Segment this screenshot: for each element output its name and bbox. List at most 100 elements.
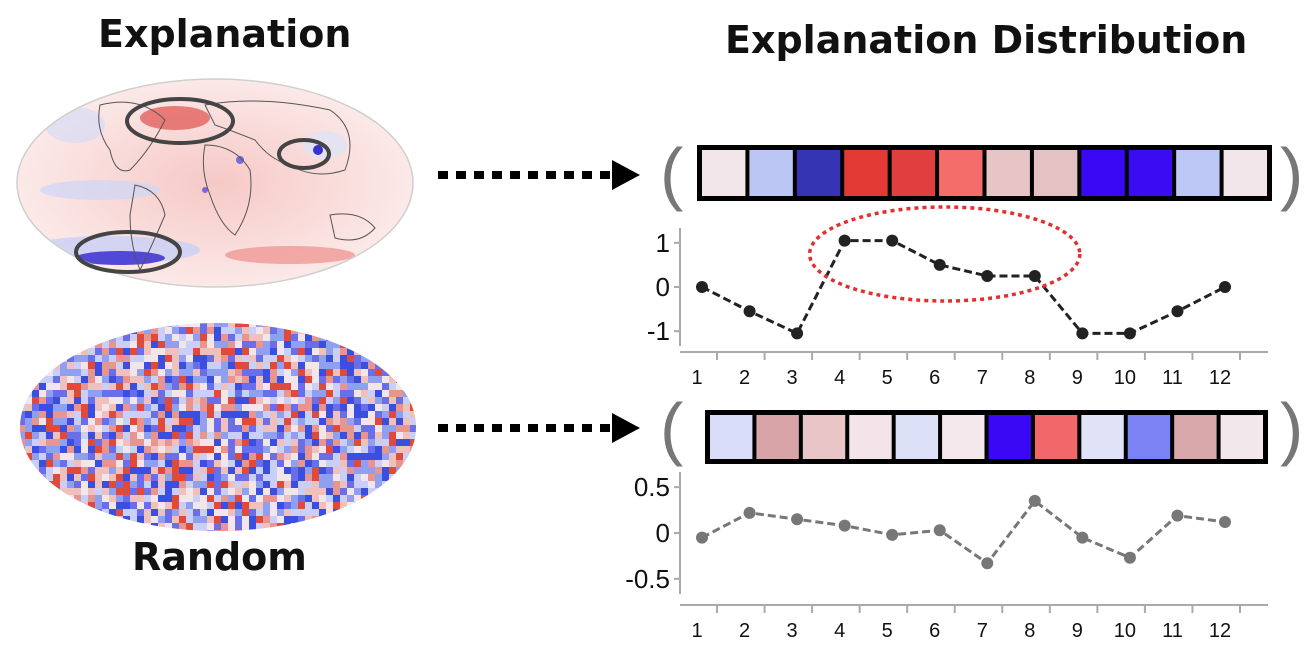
random-vector-cell [1034,415,1078,459]
x-tick-label: 9 [1072,367,1083,389]
random-vector-cell [849,415,892,459]
random-world-map [20,323,416,531]
data-point [1123,551,1136,564]
data-point [1028,494,1041,507]
y-tick-label: -1 [647,316,670,346]
explanation-vector-cell [1223,150,1267,196]
x-tick-label: 10 [1114,620,1136,642]
data-point [1171,509,1184,522]
x-tick-label: 12 [1209,367,1231,389]
series-line [701,239,1226,336]
paren-close-top: ) [1280,134,1303,212]
explanation-vector-cell [844,150,888,196]
explanation-heading: Explanation [98,12,352,56]
data-point [838,519,851,532]
x-tick-label: 12 [1209,620,1231,642]
random-vector-cell [1081,415,1124,459]
data-point [743,506,756,519]
data-point [696,281,708,293]
random-vector-cell [802,415,846,459]
distribution-heading: Explanation Distribution [725,18,1248,62]
explanation-vector-cell [891,150,936,196]
paren-open-top: ( [660,134,683,212]
paren-close-bottom: ) [1280,389,1303,467]
random-vector-cell [1220,415,1263,459]
paren-open-bottom: ( [660,389,683,467]
y-tick-label: 0.5 [634,472,670,502]
explanation-vector-cell [986,150,1030,196]
data-point [981,269,994,282]
explanation-vector-cell [1033,150,1078,196]
explanation-vector-cell [1081,150,1125,196]
x-tick-label: 9 [1072,620,1083,642]
data-point [886,528,899,541]
random-vector [705,410,1268,464]
x-tick-label: 11 [1162,620,1183,642]
x-tick-label: 3 [787,620,798,642]
series-line [701,498,1226,566]
data-point [1076,531,1089,544]
y-tick-label: 0 [656,272,670,302]
random-heading: Random [132,535,307,579]
data-point [981,557,994,570]
x-tick-label: 5 [882,367,893,389]
explanation-vector-cell [1128,150,1173,196]
explanation-vector-cell [1176,150,1220,196]
x-tick-label: 7 [977,367,988,389]
data-point [1171,305,1184,318]
data-point [1123,327,1136,340]
random-vector-cell [895,415,939,459]
data-point [933,258,946,271]
x-tick-label: 2 [739,620,750,642]
x-tick-label: 6 [929,367,940,389]
random-vector-cell [756,415,799,459]
explanation-vector-cell [702,150,746,196]
x-tick-label: 6 [929,620,940,642]
x-tick-label: 4 [834,367,845,389]
data-point [791,327,804,340]
y-tick-label: -0.5 [625,564,670,594]
arrow-bottom [438,413,640,443]
arrow-top [438,160,640,190]
data-point [838,234,851,247]
random-vector-cell [710,415,753,459]
y-tick-label: 1 [656,228,670,258]
x-tick-label: 3 [787,367,798,389]
x-tick-label: 4 [834,620,845,642]
x-tick-label: 8 [1024,367,1035,389]
x-tick-label: 8 [1024,620,1035,642]
highlight-ellipse [807,205,1082,303]
data-point [1028,269,1041,282]
explanation-vector-cell [749,150,793,196]
explanation-world-map [16,78,414,288]
data-point [1076,327,1089,340]
x-tick-label: 1 [691,620,702,642]
highlight-ellipse-southern-ocean [74,230,182,274]
x-tick-label: 2 [739,367,750,389]
y-tick-label: 0 [656,518,670,548]
x-tick-label: 5 [882,620,893,642]
random-vector-cell [1174,415,1217,459]
data-point [743,305,756,318]
x-tick-label: 11 [1162,367,1183,389]
random-vector-cell [988,415,1031,459]
data-point [1219,516,1231,528]
data-point [886,234,899,247]
explanation-vector-cell [796,150,841,196]
highlight-ellipse-asia [277,138,331,170]
random-line-chart: 0.50-0.51 2 3 4 5 6 7 8 9 10 11 12 [625,472,1268,642]
explanation-line-chart: 10-11 2 3 4 5 6 7 8 9 10 11 12 [647,205,1268,389]
data-point [1219,281,1231,293]
random-vector-cell [1127,415,1171,459]
x-tick-label: 1 [691,367,702,389]
data-point [933,524,946,537]
explanation-vector [697,145,1272,201]
explanation-vector-cell [939,150,983,196]
random-vector-cell [942,415,985,459]
x-tick-label: 7 [977,620,988,642]
x-tick-label: 10 [1114,367,1136,389]
data-point [696,531,708,544]
highlight-ellipse-north-atlantic [125,97,235,145]
data-point [791,513,804,526]
